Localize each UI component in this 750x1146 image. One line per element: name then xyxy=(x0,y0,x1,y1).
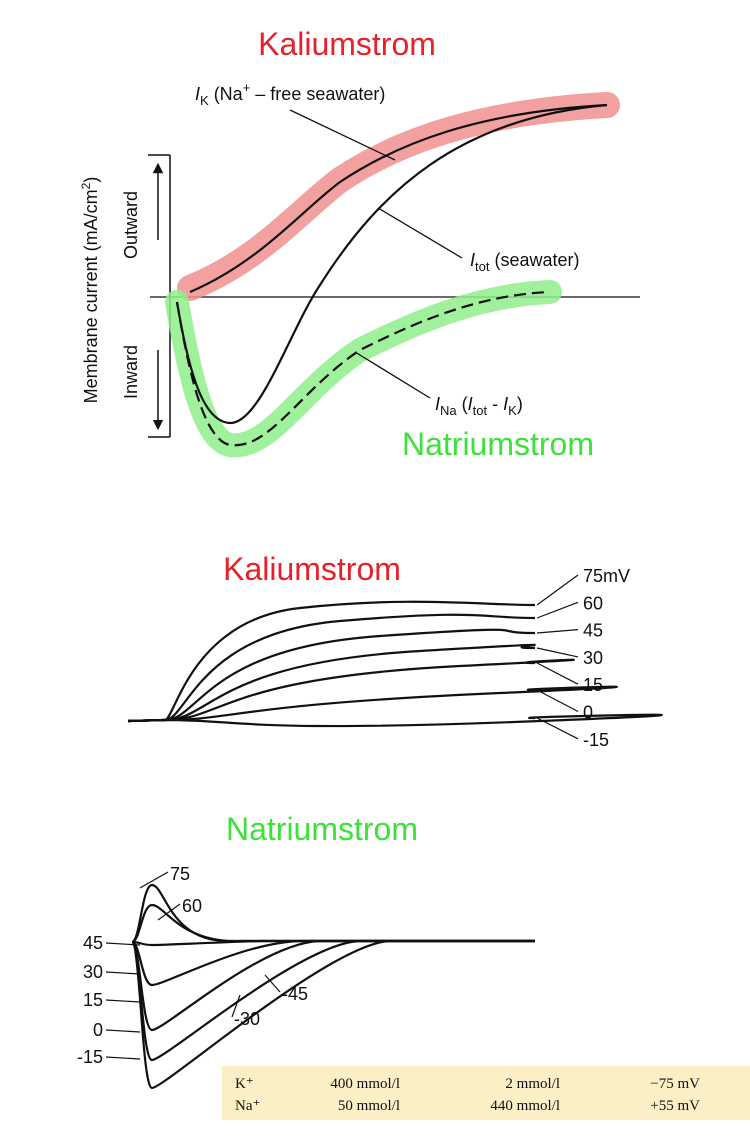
leader xyxy=(536,647,579,658)
table-cell: Na⁺ xyxy=(235,1098,260,1114)
leader xyxy=(105,971,141,975)
title: Natriumstrom xyxy=(226,811,418,847)
trace xyxy=(127,658,575,723)
ina-curve xyxy=(175,290,551,447)
inward-label: Inward xyxy=(121,345,141,399)
leader xyxy=(536,601,579,619)
trace xyxy=(127,600,536,723)
voltage-label: 0 xyxy=(93,1020,103,1040)
ik-curve xyxy=(189,103,608,294)
table-cell: 400 mmol/l xyxy=(330,1076,400,1092)
leader xyxy=(231,994,241,1018)
voltage-label: 30 xyxy=(583,648,603,668)
leader xyxy=(536,629,579,634)
leader xyxy=(536,689,579,713)
leader xyxy=(139,871,169,889)
voltage-label: 30 xyxy=(83,962,103,982)
trace xyxy=(131,939,535,947)
leader xyxy=(264,974,281,993)
curve-label: -45 xyxy=(282,984,308,1004)
trace xyxy=(130,939,535,1090)
voltage-label: 75mV xyxy=(583,566,630,586)
leader xyxy=(289,109,396,161)
trace xyxy=(127,628,536,723)
leader xyxy=(536,574,579,606)
voltage-label: -15 xyxy=(77,1047,103,1067)
itot-label: Itot (seawater) xyxy=(470,250,580,274)
voltage-label: 0 xyxy=(583,703,593,723)
leader xyxy=(105,999,141,1003)
curve-label: -30 xyxy=(234,1009,260,1029)
k-traces: 75mV 60 45 30 15 0 -15 xyxy=(127,566,663,750)
table-cell: 2 mmol/l xyxy=(505,1076,560,1092)
leader xyxy=(377,207,463,259)
table-bg xyxy=(222,1066,750,1120)
title: Kaliumstrom xyxy=(258,26,436,62)
trace xyxy=(131,903,535,944)
table-cell: +55 mV xyxy=(650,1098,700,1114)
voltage-label: 45 xyxy=(83,933,103,953)
leader xyxy=(157,903,181,921)
table: K⁺ 400 mmol/l 2 mmol/l −75 mV Na⁺ 50 mmol/l 44… xyxy=(235,1076,700,1114)
table-cell: 440 mmol/l xyxy=(490,1098,560,1114)
curve-label: 75 xyxy=(170,864,190,884)
voltage-label: 15 xyxy=(583,675,603,695)
trace xyxy=(131,939,535,987)
table-cell: 50 mmol/l xyxy=(338,1098,400,1114)
voltage-label: 60 xyxy=(583,593,603,613)
trace xyxy=(127,713,663,728)
table-cell: K⁺ xyxy=(235,1076,254,1092)
leader xyxy=(354,351,431,399)
trace xyxy=(127,613,536,723)
leader xyxy=(105,1029,141,1033)
ik-label: IK (Na+ – free seawater) xyxy=(195,80,385,108)
subtitle: Natriumstrom xyxy=(402,426,594,462)
trace xyxy=(130,939,535,1032)
curve-label: 60 xyxy=(182,896,202,916)
table-cell: −75 mV xyxy=(650,1076,700,1092)
leader xyxy=(105,942,141,946)
trace xyxy=(127,685,618,723)
outward-label: Outward xyxy=(121,191,141,259)
y-axis-label: Membrane current (mA/cm2) xyxy=(79,177,101,404)
leader xyxy=(536,662,579,685)
trace xyxy=(127,643,536,723)
title: Kaliumstrom xyxy=(223,551,401,587)
leader xyxy=(105,1056,141,1060)
voltage-label: 45 xyxy=(583,621,603,641)
trace xyxy=(130,939,535,1062)
na-traces: 45 30 15 0 -15 75 60 -45 -30 xyxy=(77,864,535,1090)
ina-label: INa (Itot - IK) xyxy=(435,394,523,418)
voltage-label: -15 xyxy=(583,730,609,750)
voltage-label: 15 xyxy=(83,990,103,1010)
leader xyxy=(536,717,579,740)
itot-curve xyxy=(175,103,608,425)
